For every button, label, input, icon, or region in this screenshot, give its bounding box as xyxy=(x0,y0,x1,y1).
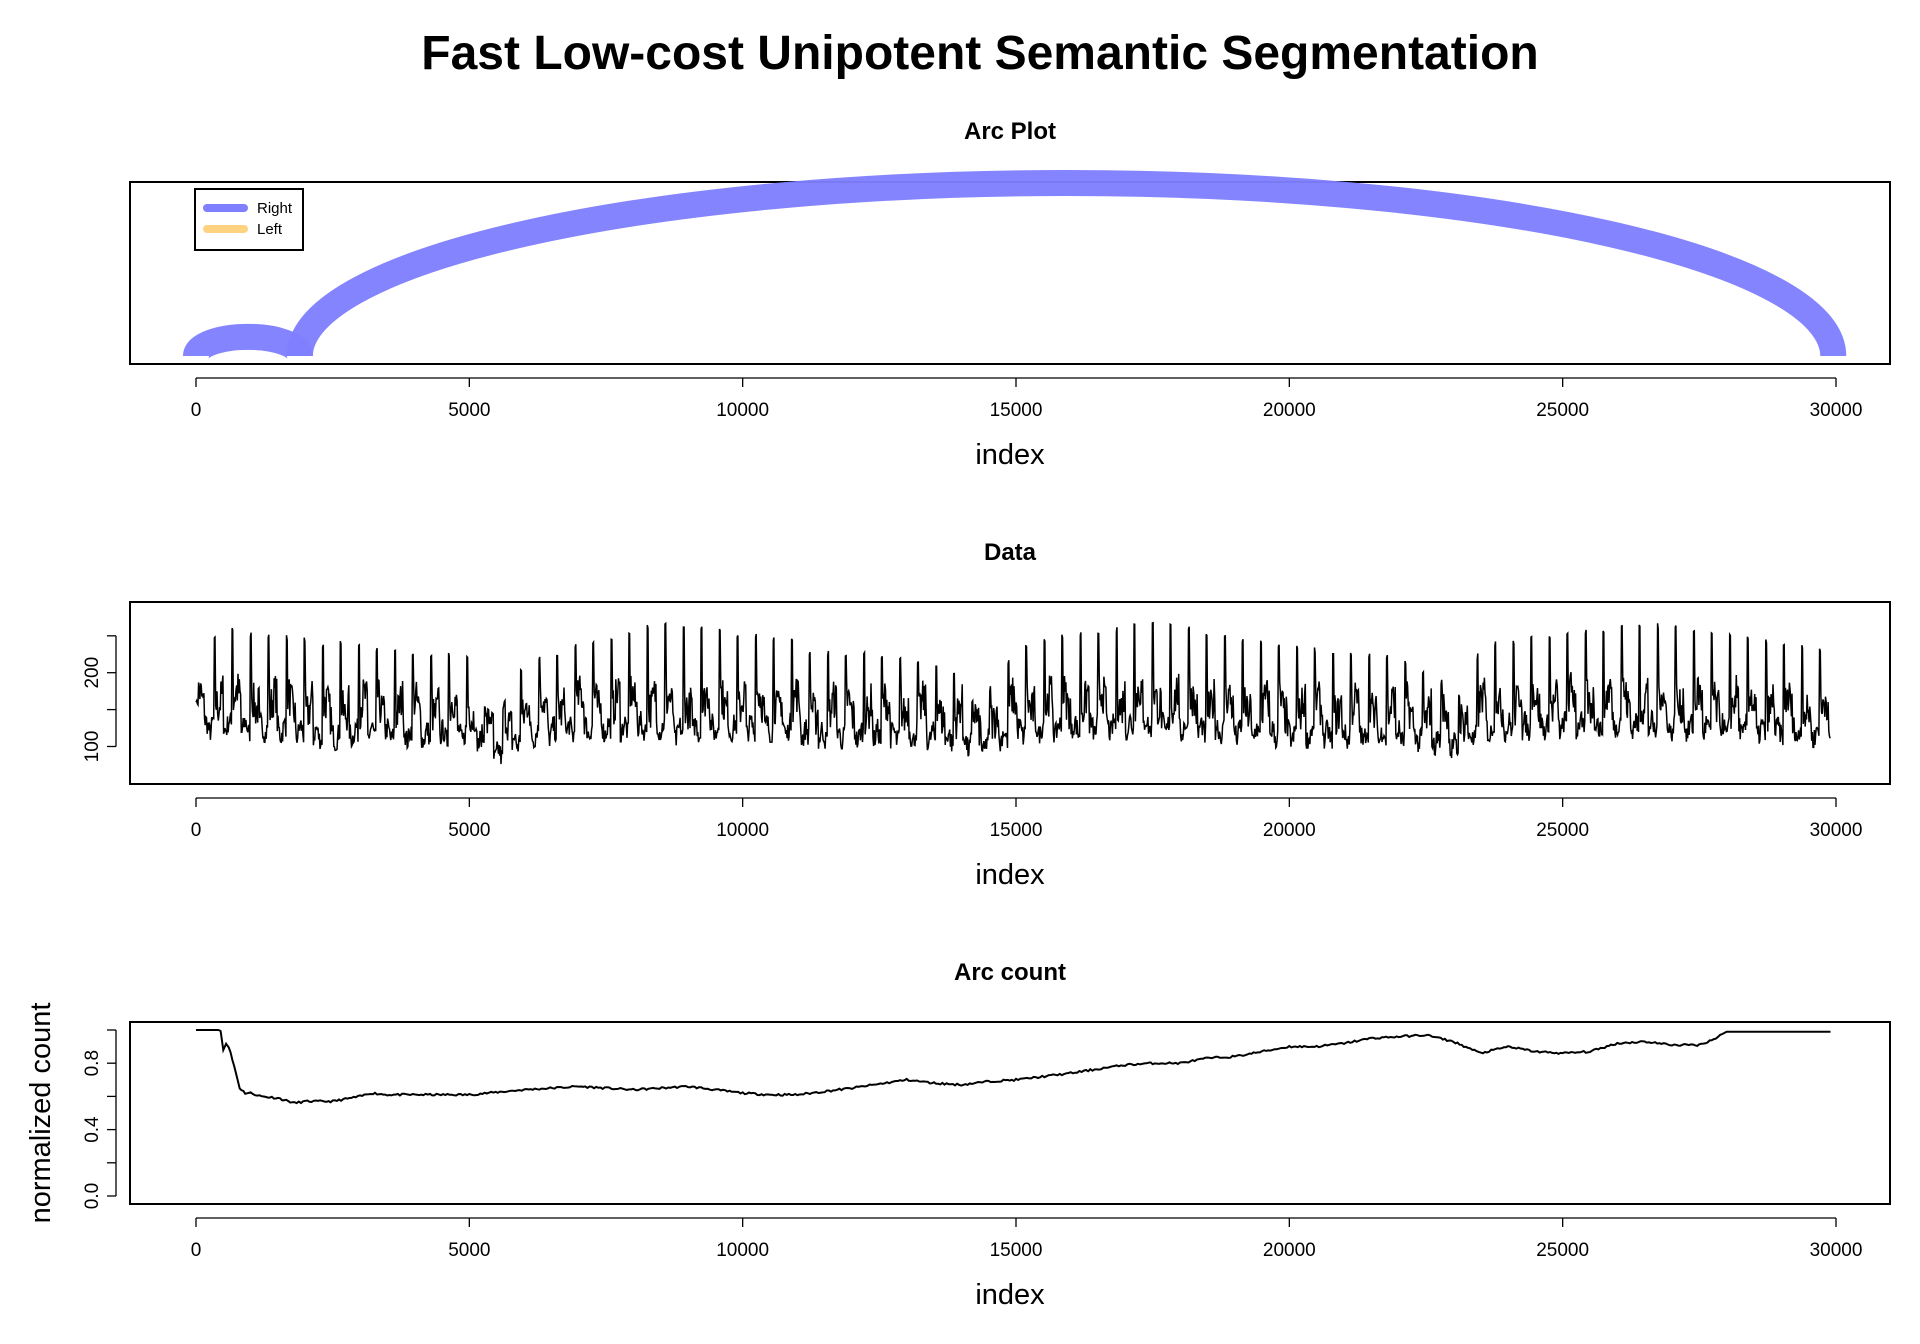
plot-frame-count xyxy=(129,1021,1891,1205)
x-axis-label-arc: index xyxy=(975,439,1045,471)
x-tick-label: 10000 xyxy=(716,1240,769,1261)
panel-title-arc-plot: Arc Plot xyxy=(964,118,1056,145)
y-axis-count: 0.0 0.4 0.8 xyxy=(82,1029,117,1209)
panel-data: Data 0 5000 10000 15000 20000 25000 30000 100 2… xyxy=(82,539,1891,891)
panel-title-data: Data xyxy=(984,539,1037,566)
legend-box xyxy=(194,188,304,251)
x-tick-label: 0 xyxy=(191,400,202,421)
legend-label-right: Right xyxy=(257,200,293,217)
x-tick-label: 5000 xyxy=(448,820,490,841)
x-tick-label: 15000 xyxy=(990,400,1043,421)
x-tick-label: 10000 xyxy=(716,400,769,421)
x-tick-label: 0 xyxy=(191,820,202,841)
x-axis-data: 0 5000 10000 15000 20000 25000 30000 xyxy=(191,797,1863,841)
x-tick-label: 25000 xyxy=(1536,1240,1589,1261)
x-tick-label: 30000 xyxy=(1810,1240,1863,1261)
plot-frame-data xyxy=(129,601,1891,785)
panel-title-arc-count: Arc count xyxy=(954,959,1066,986)
legend-label-left: Left xyxy=(257,221,283,238)
x-axis-label-data: index xyxy=(975,859,1045,891)
arc-count-series-layer xyxy=(196,1029,1831,1105)
x-axis-count: 0 5000 10000 15000 20000 25000 30000 xyxy=(191,1217,1863,1261)
y-tick-label: 200 xyxy=(82,657,103,689)
x-tick-label: 30000 xyxy=(1810,400,1863,421)
y-tick-label: 0.4 xyxy=(82,1116,103,1143)
x-axis-arc: 0 5000 10000 15000 20000 25000 30000 xyxy=(191,377,1863,421)
arc-0 xyxy=(183,323,313,360)
x-tick-label: 15000 xyxy=(990,1240,1043,1261)
panel-arc-count: Arc count 0 5000 10000 15000 20000 25000 30000… xyxy=(25,959,1891,1311)
x-tick-label: 20000 xyxy=(1263,820,1316,841)
x-tick-label: 20000 xyxy=(1263,400,1316,421)
data-series-line xyxy=(195,621,1831,765)
x-tick-label: 10000 xyxy=(716,820,769,841)
y-axis-data: 100 200 xyxy=(82,635,117,763)
arc-1 xyxy=(286,170,1847,357)
x-tick-label: 5000 xyxy=(448,400,490,421)
arc-count-line xyxy=(196,1029,1831,1105)
page-title: Fast Low-cost Unipotent Semantic Segment… xyxy=(421,27,1538,80)
panel-arc-plot: Arc Plot 0 5000 10000 15000 20000 25000 30000 … xyxy=(129,118,1891,471)
arc-layer xyxy=(183,170,1847,360)
y-tick-label: 100 xyxy=(82,731,103,763)
legend: Right Left xyxy=(194,188,304,251)
x-tick-label: 20000 xyxy=(1263,1240,1316,1261)
x-tick-label: 15000 xyxy=(990,820,1043,841)
y-tick-label: 0.8 xyxy=(82,1050,103,1076)
x-tick-label: 25000 xyxy=(1536,400,1589,421)
x-tick-label: 25000 xyxy=(1536,820,1589,841)
x-axis-label-count: index xyxy=(975,1279,1045,1311)
data-series-layer xyxy=(195,621,1831,765)
x-tick-label: 30000 xyxy=(1810,820,1863,841)
y-tick-label: 0.0 xyxy=(82,1183,103,1209)
x-tick-label: 5000 xyxy=(448,1240,490,1261)
y-axis-label-count: normalized count xyxy=(25,1003,57,1224)
x-tick-label: 0 xyxy=(191,1240,202,1261)
